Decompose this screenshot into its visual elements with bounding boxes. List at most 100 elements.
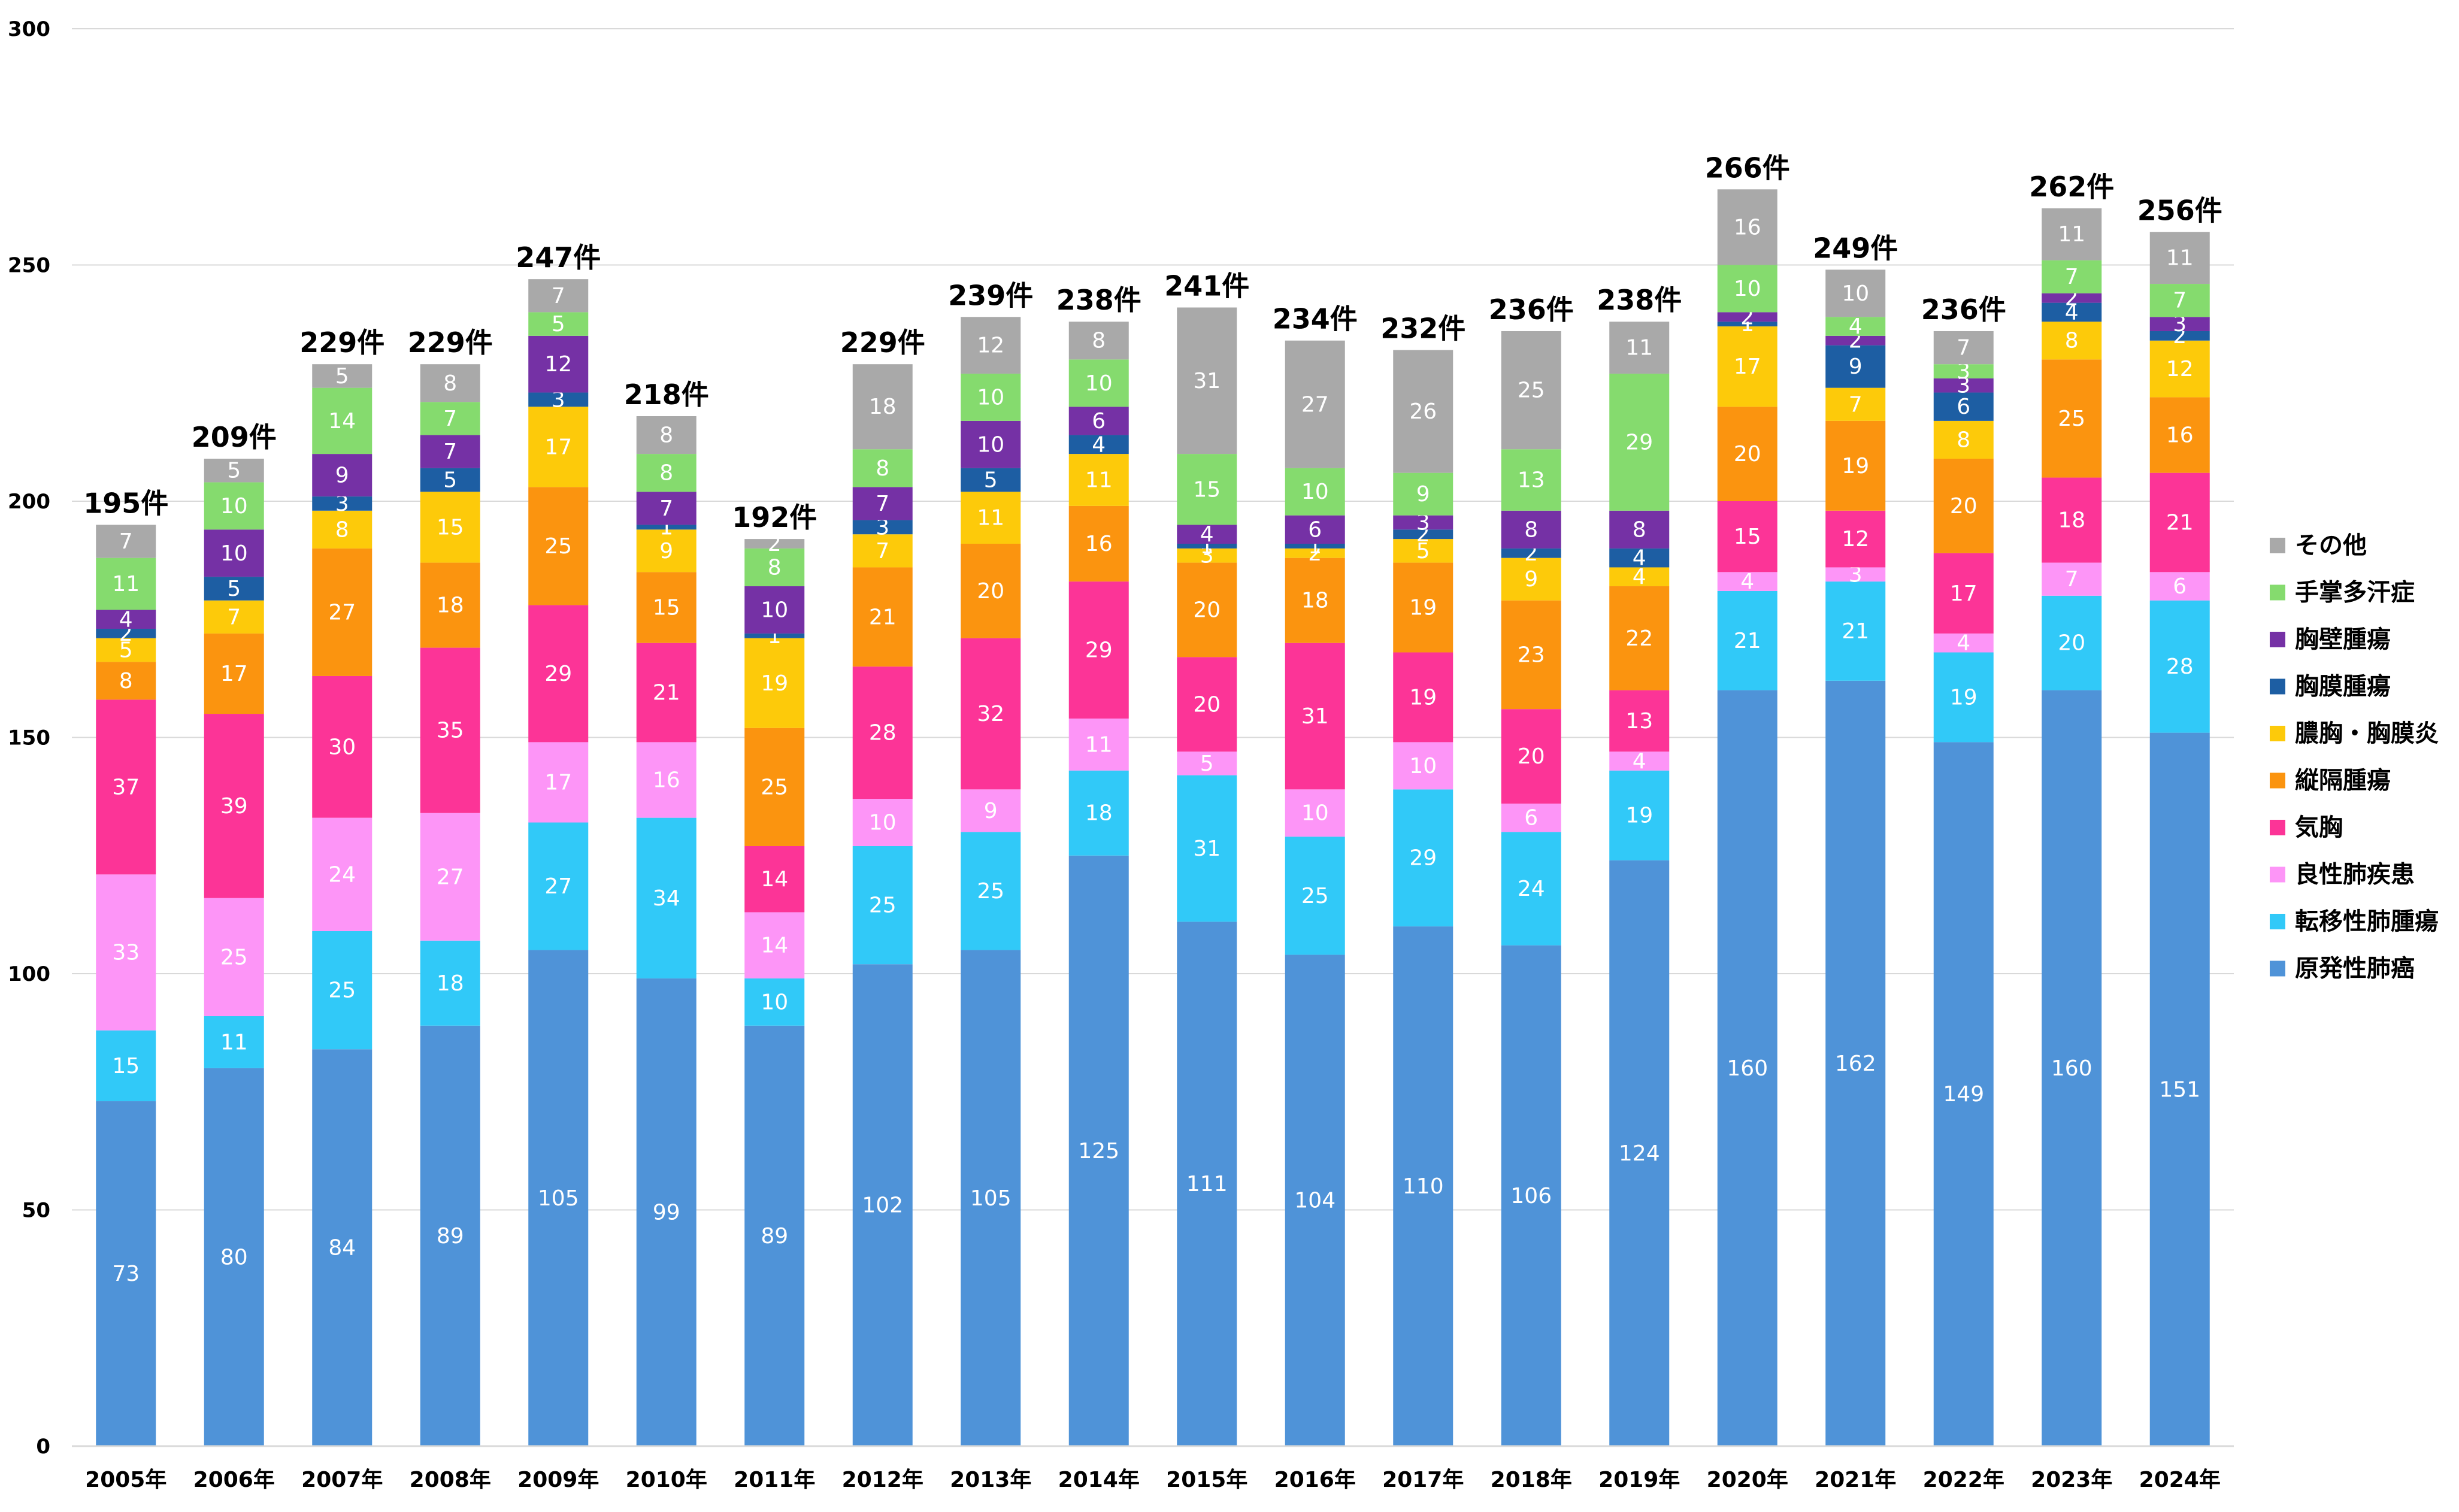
bar-segment — [1177, 775, 1237, 922]
bar-value-label: 8 — [768, 555, 782, 580]
bar-value-label: 3 — [552, 387, 565, 412]
bar-value-label: 18 — [437, 971, 464, 996]
bar-segment — [1285, 557, 1345, 643]
bar-segment — [204, 600, 264, 634]
bar-segment — [312, 675, 373, 818]
bar-segment — [528, 742, 589, 823]
bar-value-label: 4 — [1092, 432, 1106, 457]
bar-segment — [636, 817, 696, 978]
bar-segment — [2149, 572, 2210, 601]
bar-segment — [2042, 322, 2102, 360]
bar-value-label: 11 — [112, 572, 140, 596]
bar-segment — [204, 1068, 264, 1446]
bar-segment — [528, 279, 589, 313]
bar-segment — [961, 420, 1021, 468]
bar-segment — [744, 912, 805, 978]
bar-segment — [96, 638, 156, 662]
bar-segment — [1177, 525, 1237, 544]
bar-segment — [96, 874, 156, 1031]
bar-value-label: 10 — [977, 385, 1004, 410]
bar-value-label: 21 — [2166, 511, 2194, 535]
bar-segment — [1609, 548, 1670, 568]
legend-item: 膿胸・胸膜炎 — [2270, 720, 2439, 747]
legend-item: 胸膜腫瘍 — [2270, 673, 2391, 701]
bar-segment — [1825, 567, 1886, 582]
legend-label: 胸膜腫瘍 — [2295, 673, 2391, 701]
bar-segment — [1717, 501, 1777, 572]
bar-segment — [852, 364, 913, 450]
bar-segment — [1393, 515, 1453, 530]
bar-value-label: 20 — [1950, 494, 1978, 519]
bar-value-label: 19 — [1842, 454, 1869, 478]
bar-value-label: 7 — [2065, 567, 2079, 592]
legend-label: 縦隔腫瘍 — [2295, 767, 2391, 795]
bar-value-label: 29 — [1085, 638, 1113, 663]
bar-value-label: 7 — [2173, 289, 2187, 313]
bar-segment — [528, 407, 589, 487]
bar-segment — [636, 978, 696, 1446]
bar-segment — [1501, 548, 1561, 558]
legend-label: 膿胸・胸膜炎 — [2295, 720, 2439, 747]
y-tick-label: 100 — [8, 962, 50, 986]
bar-segment — [204, 529, 264, 577]
bar-value-label: 4 — [1957, 631, 1970, 656]
x-tick-label: 2013年 — [950, 1468, 1031, 1492]
bar-segment — [1825, 420, 1886, 511]
x-tick-label: 2017年 — [1382, 1468, 1464, 1492]
bar-segment — [204, 633, 264, 714]
bar-value-label: 15 — [437, 515, 464, 540]
bar-segment — [420, 364, 480, 402]
bar-segment — [204, 898, 264, 1017]
bar-segment — [2042, 293, 2102, 303]
bar-segment — [1609, 770, 1670, 860]
bar-value-label: 4 — [119, 607, 133, 632]
bar-value-label: 10 — [220, 541, 248, 566]
bar-value-label: 18 — [869, 395, 897, 419]
bar-segment — [312, 548, 373, 676]
bar-segment — [204, 714, 264, 898]
x-axis: 2005年 2006年 2007年 2008年 2009年 2010年 2011年 2012年… — [72, 1445, 2234, 1492]
bar-value-label: 19 — [1409, 596, 1437, 620]
bar-segment — [204, 1016, 264, 1068]
bar-segment — [420, 435, 480, 468]
bar-value-label: 21 — [653, 681, 680, 705]
bar-segment — [636, 525, 696, 530]
bar-value-label: 11 — [1085, 732, 1113, 757]
bar-value-label: 73 — [112, 1262, 140, 1286]
bar-value-label: 8 — [659, 461, 673, 486]
y-tick-label: 150 — [8, 726, 50, 750]
legend-swatch — [2270, 632, 2285, 647]
bar-segment — [1825, 317, 1886, 336]
bar-segment — [1393, 926, 1453, 1446]
bar-segment — [1609, 860, 1670, 1446]
bar-segment — [852, 799, 913, 846]
bar-segment — [528, 950, 589, 1446]
bar-segment — [1393, 789, 1453, 927]
bar-value-label: 21 — [1842, 619, 1869, 644]
bar-segment — [1068, 770, 1129, 856]
bar-total-label: 232件 — [1380, 313, 1465, 345]
bar-segment — [961, 950, 1021, 1446]
bar-value-label: 10 — [869, 811, 897, 835]
bar-value-label: 8 — [443, 371, 457, 396]
bar-segment — [961, 544, 1021, 638]
bar-segment — [96, 557, 156, 610]
bar-segment — [528, 487, 589, 605]
bar-value-label: 102 — [862, 1193, 903, 1218]
bar-segment — [636, 454, 696, 492]
y-tick-label: 300 — [8, 17, 50, 41]
bar-value-label: 7 — [443, 440, 457, 464]
bar-stack: 102 25 10 28 21 737 8 18 — [852, 364, 913, 1446]
bar-segment — [1393, 742, 1453, 790]
bar-total-label: 256件 — [2137, 194, 2222, 226]
bar-total-label: 236件 — [1489, 293, 1574, 326]
legend: その他手掌多汗症胸壁腫瘍胸膜腫瘍膿胸・胸膜炎縦隔腫瘍気胸良性肺疾患転移性肺腫瘍原… — [2270, 532, 2439, 983]
bar-segment — [961, 373, 1021, 421]
bar-segment — [636, 492, 696, 525]
legend-swatch — [2270, 678, 2285, 695]
bar-value-label: 8 — [1092, 329, 1106, 353]
legend-item: その他 — [2270, 532, 2367, 559]
